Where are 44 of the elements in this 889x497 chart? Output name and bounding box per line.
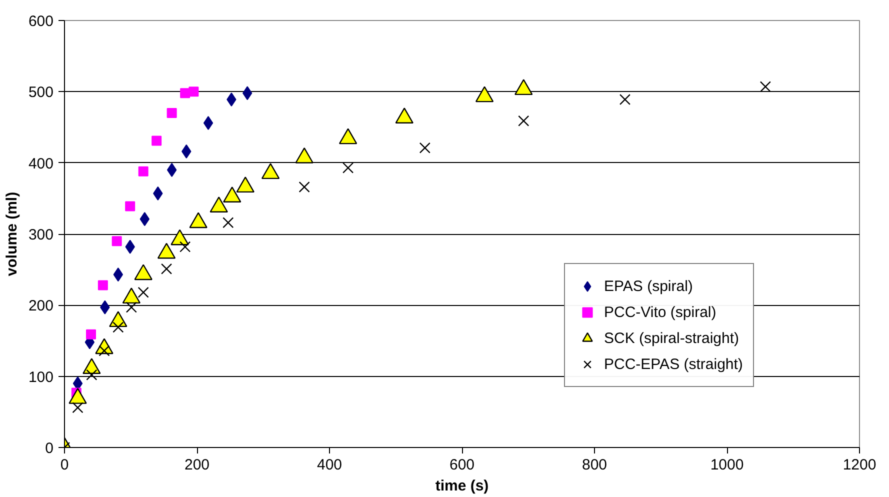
- y-tick-label: 0: [45, 440, 54, 457]
- point: [112, 236, 122, 246]
- x-tick-label: 200: [184, 456, 210, 474]
- point: [203, 116, 214, 130]
- point: [760, 81, 771, 92]
- point: [86, 369, 98, 380]
- legend-label: PCC-Vito (spiral): [604, 304, 716, 320]
- x-tick-label: 400: [316, 456, 342, 474]
- point: [160, 263, 172, 274]
- point: [342, 162, 354, 174]
- point: [152, 136, 162, 146]
- point: [419, 142, 430, 154]
- point: [138, 166, 148, 176]
- x-tick-label: 0: [60, 456, 69, 474]
- point: [126, 302, 137, 313]
- y-tick-label: 400: [28, 155, 54, 172]
- x-tick-label: 1200: [842, 456, 876, 474]
- x-axis-title: time (s): [435, 478, 489, 494]
- point: [166, 162, 177, 177]
- point: [166, 108, 177, 118]
- point: [180, 241, 191, 252]
- legend-label: SCK (spiral-straight): [604, 330, 740, 346]
- x-tick-label: 1000: [710, 456, 744, 474]
- y-tick-label: 600: [28, 13, 54, 30]
- point: [72, 402, 84, 414]
- point: [298, 181, 310, 193]
- y-tick-label: 500: [28, 84, 54, 102]
- x-tick-label: 600: [449, 456, 475, 474]
- point: [98, 280, 108, 290]
- point: [188, 86, 199, 97]
- y-tick-label: 300: [28, 226, 54, 244]
- point: [619, 94, 631, 106]
- point: [125, 201, 136, 212]
- point: [222, 217, 234, 228]
- y-axis-title: volume (ml): [3, 192, 20, 276]
- point: [112, 322, 124, 333]
- legend-label: PCC-EPAS (straight): [604, 356, 743, 372]
- point: [86, 329, 96, 340]
- legend-label: EPAS (spiral): [604, 278, 693, 294]
- point: [518, 115, 530, 126]
- x-tick-label: 800: [582, 456, 608, 474]
- point: [138, 286, 149, 298]
- y-tick-label: 100: [28, 368, 54, 386]
- y-tick-label: 200: [28, 298, 54, 315]
